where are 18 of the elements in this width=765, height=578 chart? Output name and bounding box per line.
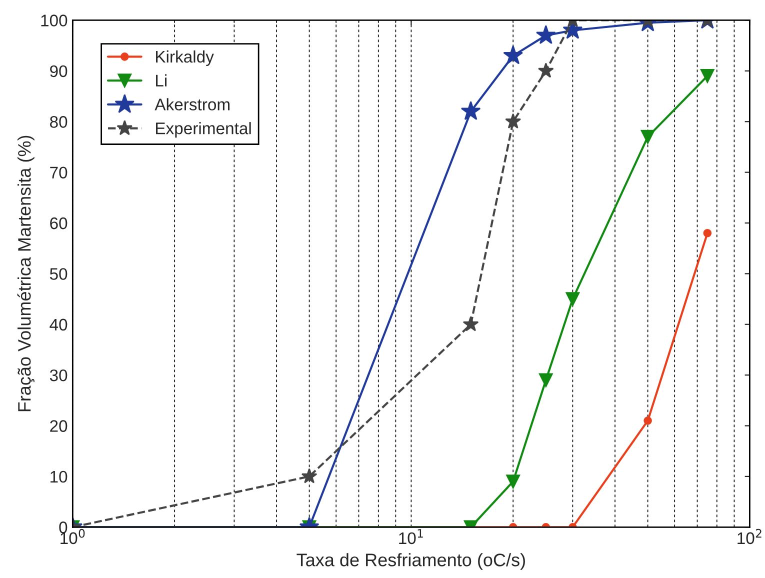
y-tick-label: 50 — [50, 268, 68, 280]
x-tick-label: 10$^{1}$ — [399, 529, 423, 544]
y-tick-label: 60 — [50, 217, 68, 230]
y-tick-label: 40 — [50, 318, 68, 331]
y-tick-label: 90 — [50, 65, 68, 78]
legend-label: Akerstrom — [154, 98, 230, 110]
y-tick-label: 20 — [50, 420, 68, 432]
y-tick-label: 70 — [50, 166, 68, 179]
y-tick-label: 80 — [50, 116, 68, 128]
legend-label: Kirkaldy — [156, 50, 214, 66]
x-axis-title: Taxa de Resfriamento (oC/s) — [296, 553, 525, 570]
legend-label: Li — [156, 74, 166, 86]
y-tick-label: 30 — [50, 369, 68, 382]
legend-label: Experimental — [156, 122, 251, 138]
x-tick-label: 10$^{2}$ — [738, 528, 762, 544]
y-axis-title: Fração Volumétrica Martensita (%) — [17, 136, 34, 412]
y-tick-label: 100 — [41, 14, 68, 26]
y-tick-label: 10 — [50, 470, 68, 483]
